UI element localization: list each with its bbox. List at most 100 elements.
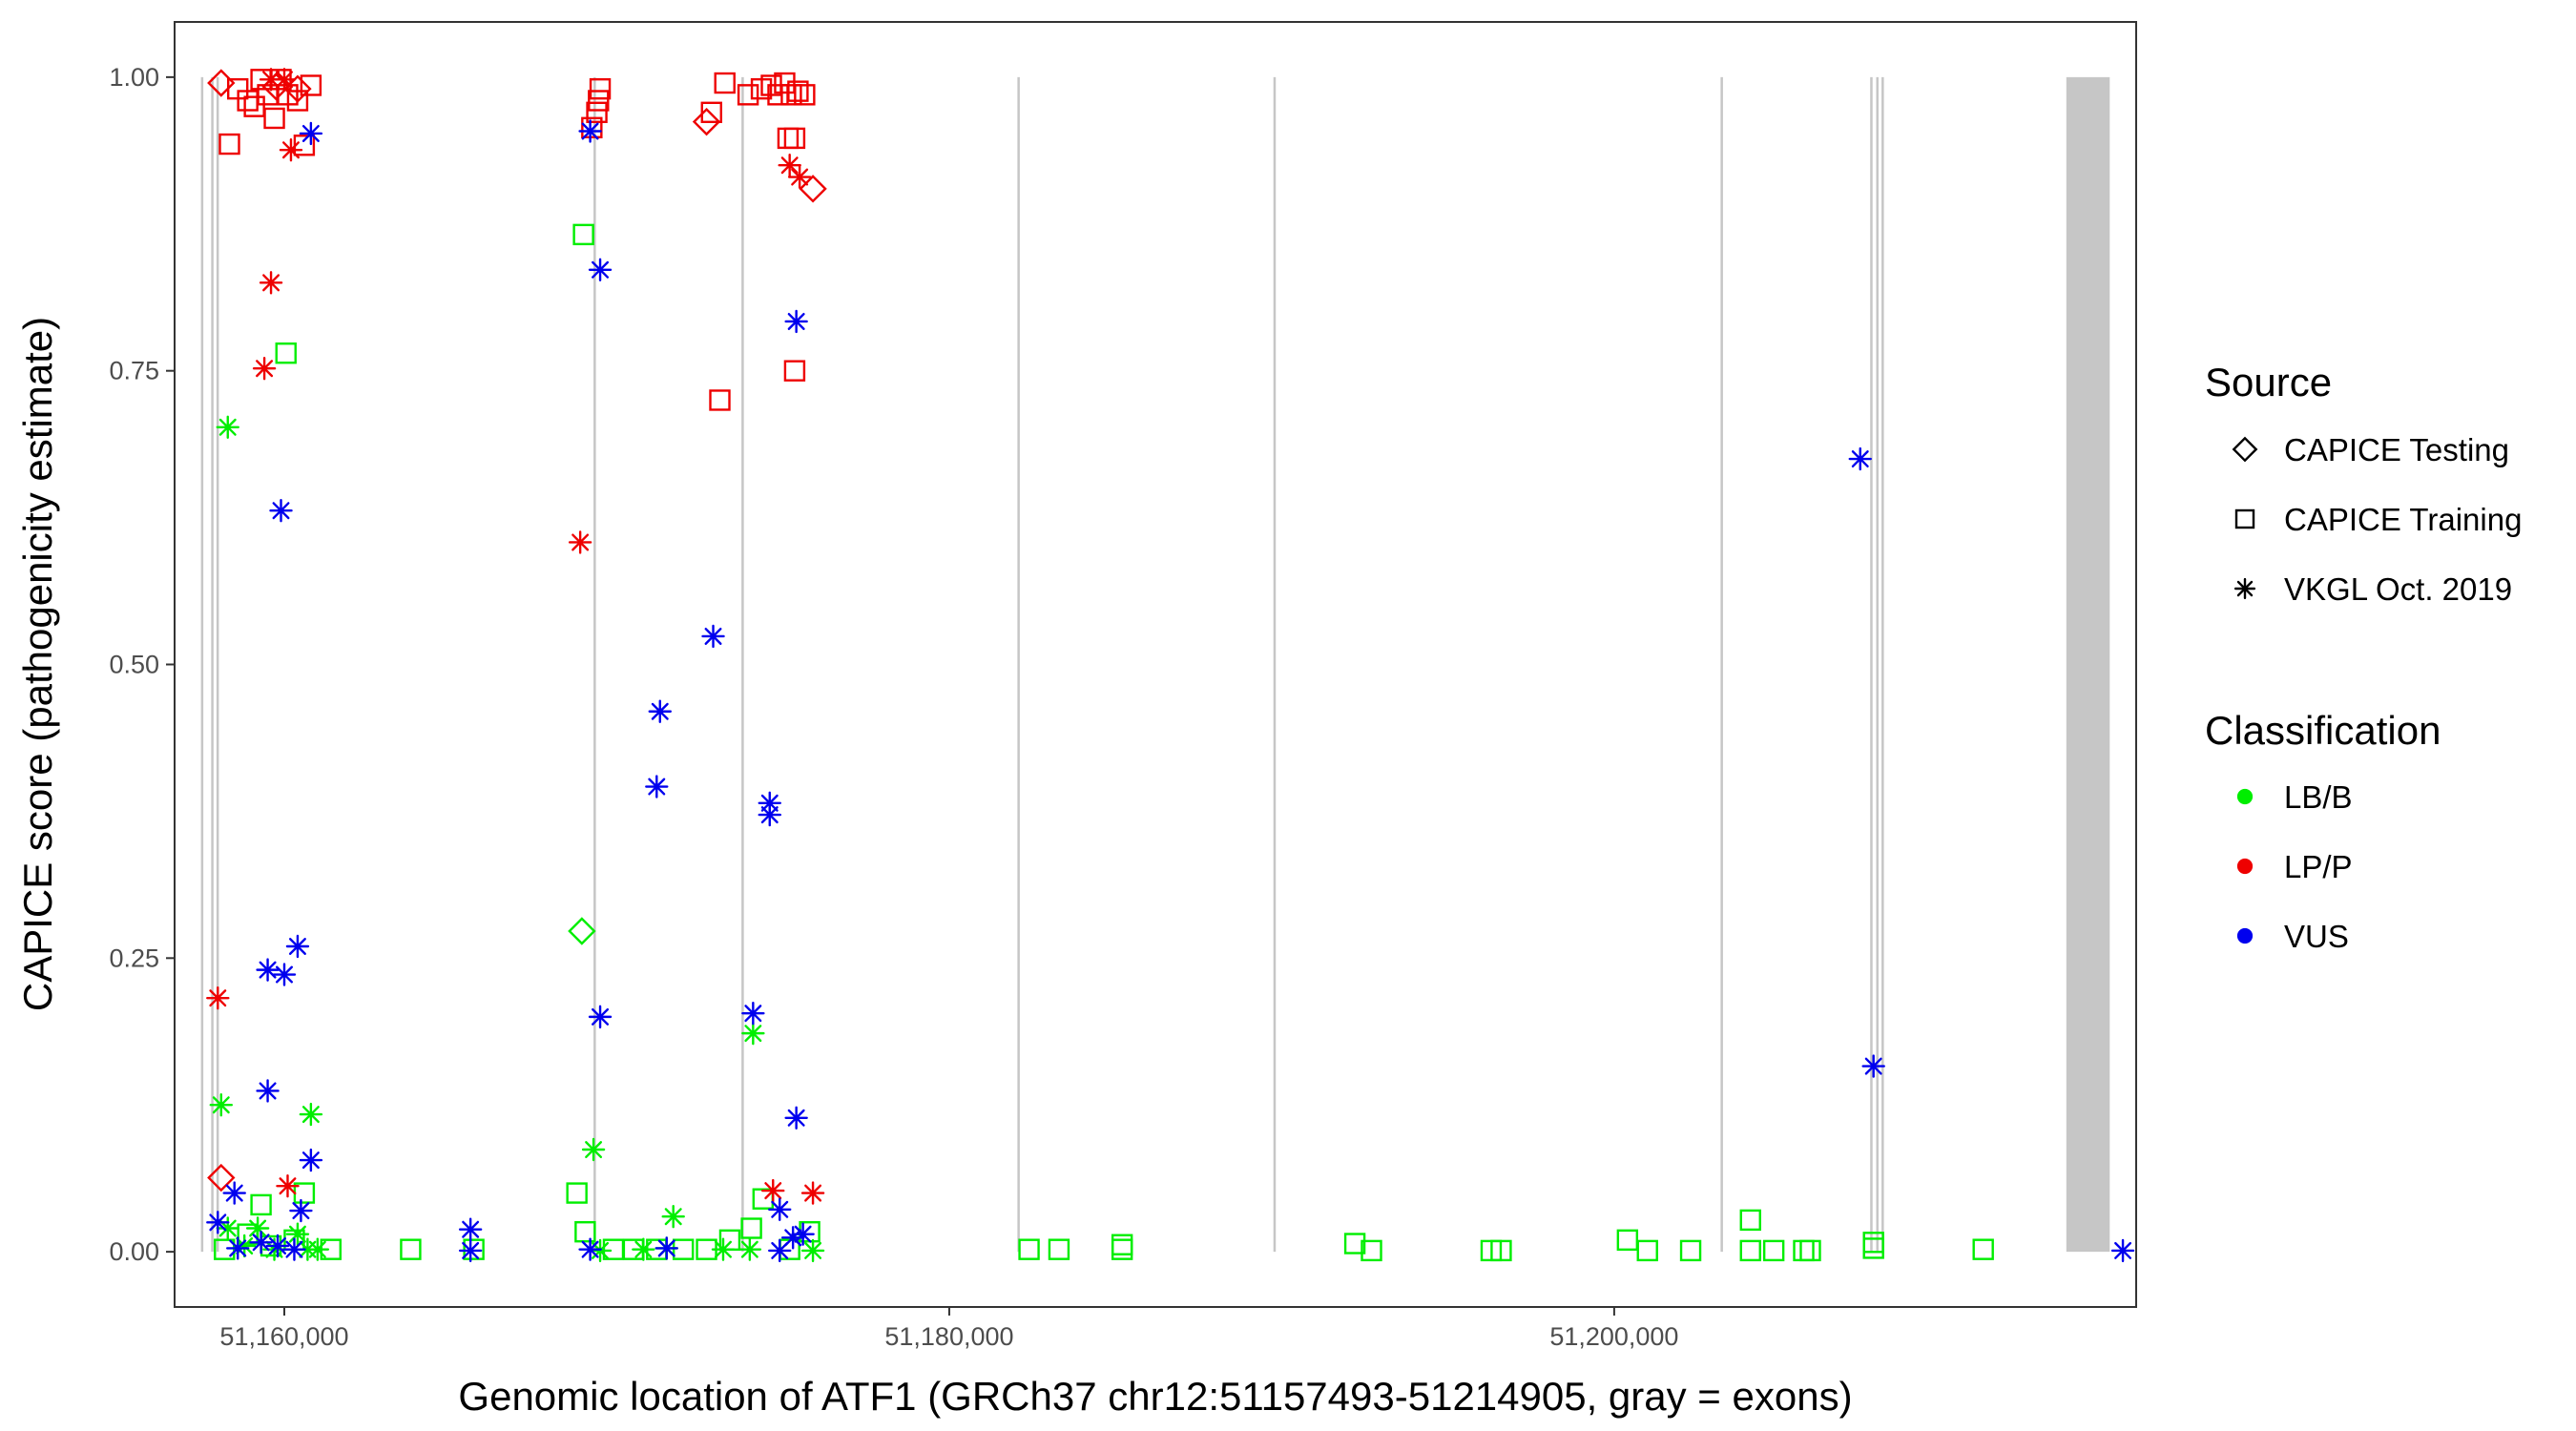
data-point (701, 624, 725, 649)
data-point (581, 1137, 606, 1162)
data-point (1739, 1209, 1761, 1232)
data-point (463, 1238, 485, 1260)
exon-band (1273, 76, 1277, 1253)
data-point (245, 1216, 270, 1240)
data-point (226, 1236, 250, 1260)
data-point (1739, 1239, 1761, 1262)
y-axis: 0.00 0.25 0.50 0.75 1.00 (109, 63, 175, 1266)
x-tick-label: 51,180,000 (884, 1322, 1013, 1351)
legend-source-label: CAPICE Testing (2284, 432, 2509, 467)
data-point (207, 1163, 236, 1192)
legend-source-key (2233, 577, 2256, 600)
data-point (299, 1102, 323, 1127)
legend-class-title: Classification (2205, 708, 2441, 753)
legend-class-key (2236, 858, 2254, 875)
data-point (1111, 1234, 1133, 1255)
data-point (589, 77, 612, 100)
y-axis-title: CAPICE score (pathogenicity estimate) (15, 317, 60, 1011)
data-point (272, 68, 297, 92)
data-point (286, 90, 309, 112)
exon-band (1870, 76, 1873, 1253)
data-point (285, 934, 310, 959)
data-point (1343, 1233, 1366, 1255)
data-point (784, 1106, 808, 1130)
data-point (279, 138, 303, 162)
y-tick-label: 0.50 (109, 651, 159, 679)
exon-band (1881, 76, 1884, 1253)
data-point (737, 84, 759, 106)
legend-source-items: CAPICE Testing CAPICE Training VKGL Oct. 2… (2232, 432, 2522, 607)
data-point (1972, 1238, 1994, 1260)
data-point (800, 1181, 825, 1205)
data-point (588, 258, 613, 281)
data-point (1490, 1239, 1512, 1262)
legend-source-label: CAPICE Training (2284, 502, 2522, 537)
data-point (458, 1217, 483, 1241)
data-point (265, 1234, 290, 1258)
data-point (654, 1236, 678, 1260)
data-point (222, 1181, 246, 1205)
data-point (645, 775, 669, 798)
data-point (794, 84, 816, 106)
exon-band (1720, 76, 1723, 1253)
data-point (214, 1238, 236, 1260)
data-point (711, 1237, 736, 1261)
legend-class-label: LP/P (2284, 849, 2353, 884)
data-point (289, 1198, 313, 1223)
exon-band (200, 76, 204, 1253)
data-point (300, 74, 322, 96)
data-point (2110, 1238, 2135, 1263)
x-tick-label: 51,200,000 (1549, 1322, 1678, 1351)
data-point (249, 1231, 273, 1255)
data-point (400, 1238, 422, 1260)
data-point (1018, 1238, 1040, 1260)
exon-band (741, 76, 744, 1253)
data-point (1361, 1239, 1382, 1262)
data-point (787, 165, 812, 189)
data-point (275, 342, 297, 364)
exon-band (593, 76, 596, 1253)
data-point (780, 84, 802, 106)
data-point (709, 389, 731, 411)
data-point (566, 1182, 588, 1204)
legend-class-label: VUS (2284, 919, 2349, 954)
legend: Source CAPICE Testing CAPICE Training VKGL… (2205, 360, 2522, 954)
data-point (285, 1222, 310, 1246)
legend-class-items: LB/B LP/P VUS (2236, 779, 2353, 954)
data-point (761, 1178, 785, 1203)
data-point (299, 1148, 323, 1172)
data-point (774, 72, 796, 94)
data-point (218, 133, 240, 156)
data-point (299, 121, 323, 146)
data-point (737, 1237, 762, 1261)
data-point (800, 1238, 825, 1263)
x-tick-label: 51,160,000 (219, 1322, 348, 1351)
y-tick-label: 1.00 (109, 63, 159, 92)
data-point (632, 1237, 655, 1261)
data-point (206, 1211, 230, 1234)
legend-source-key (2232, 436, 2258, 463)
data-point (458, 1238, 483, 1263)
data-point (282, 1237, 306, 1261)
exon-band (216, 76, 219, 1253)
data-point (784, 309, 808, 334)
data-point (578, 119, 602, 143)
exon-band (1017, 76, 1020, 1253)
legend-source-title: Source (2205, 360, 2332, 404)
data-point (216, 415, 239, 439)
data-point (768, 1197, 792, 1222)
legend-class-label: LB/B (2284, 779, 2353, 815)
legend-source-label: VKGL Oct. 2019 (2284, 571, 2512, 607)
data-point (1848, 446, 1872, 471)
legend-class-key (2236, 927, 2254, 944)
data-point (586, 101, 608, 124)
data-point (740, 1217, 762, 1239)
data-point (672, 1238, 695, 1260)
x-axis: 51,160,000 51,180,000 51,200,000 (219, 1307, 1678, 1351)
data-point (783, 360, 806, 382)
x-axis-title: Genomic location of ATF1 (GRCh37 chr12:5… (458, 1374, 1852, 1419)
data-point (783, 127, 806, 150)
data-point (209, 1093, 233, 1117)
plot-panel (174, 21, 2137, 1308)
data-point (1048, 1238, 1070, 1260)
